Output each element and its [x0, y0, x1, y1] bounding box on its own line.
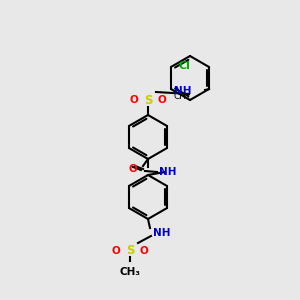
- Text: O: O: [158, 95, 167, 105]
- Text: O: O: [128, 164, 137, 174]
- Text: CH₃: CH₃: [119, 267, 140, 277]
- Text: O: O: [129, 95, 138, 105]
- Text: CH₃: CH₃: [174, 92, 190, 101]
- Text: NH: NH: [153, 228, 170, 238]
- Text: NH: NH: [174, 86, 191, 96]
- Text: O: O: [111, 246, 120, 256]
- Text: S: S: [126, 244, 134, 257]
- Text: NH: NH: [159, 167, 176, 177]
- Text: S: S: [144, 94, 152, 106]
- Text: O: O: [140, 246, 149, 256]
- Text: Cl: Cl: [179, 61, 191, 71]
